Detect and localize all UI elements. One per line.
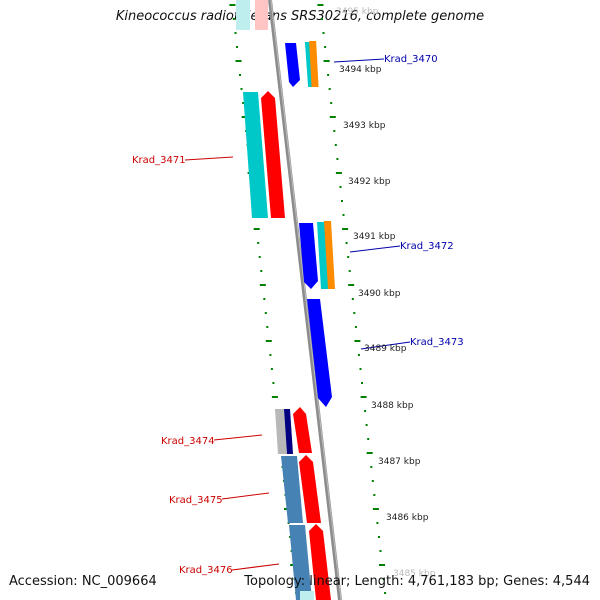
tick-3489: 3489 kbp (364, 344, 407, 354)
tick-3486: 3486 kbp (386, 513, 429, 523)
tick-3485: 3485 kbp (393, 569, 436, 579)
connector-krad-3472 (349, 245, 401, 253)
label-krad-3470[interactable]: Krad_3470 (384, 54, 438, 65)
tick-3493: 3493 kbp (343, 121, 386, 131)
gene-krad-3473[interactable] (307, 299, 332, 407)
connector-krad-3475 (221, 492, 270, 500)
topology-summary-text: Topology: linear; Length: 4,761,183 bp; … (244, 574, 590, 589)
accession-text: Accession: NC_009664 (9, 574, 157, 589)
label-krad-3475[interactable]: Krad_3475 (169, 495, 223, 506)
genome-title: Kineococcus radiotolerans SRS30216, comp… (115, 9, 485, 24)
tick-3495: 3495 kbp (336, 7, 379, 17)
tick-3494: 3494 kbp (339, 65, 382, 75)
gene-krad-3474[interactable] (275, 407, 312, 454)
label-krad-3471[interactable]: Krad_3471 (132, 155, 186, 166)
gene-krad-3472[interactable] (299, 221, 335, 289)
label-krad-3472[interactable]: Krad_3472 (400, 241, 454, 252)
right-dotted-outline (317, 4, 387, 594)
connector-krad-3470 (333, 58, 385, 63)
tick-3487: 3487 kbp (378, 457, 421, 467)
gene-krad-3471[interactable] (243, 91, 285, 218)
genome-ruler-line (268, 0, 342, 600)
gene-krad-3475[interactable] (281, 455, 321, 523)
tick-3491: 3491 kbp (353, 232, 396, 242)
label-krad-3473[interactable]: Krad_3473 (410, 337, 464, 348)
tick-3492: 3492 kbp (348, 177, 391, 187)
label-krad-3474[interactable]: Krad_3474 (161, 436, 215, 447)
connector-krad-3476 (231, 563, 280, 571)
gene-block-top-red (255, 0, 268, 30)
gene-krad-3476[interactable] (289, 524, 331, 600)
connector-krad-3473 (360, 341, 411, 350)
label-krad-3476[interactable]: Krad_3476 (179, 565, 233, 576)
tick-3488: 3488 kbp (371, 401, 414, 411)
connector-krad-3474 (213, 434, 263, 441)
connector-krad-3471 (184, 156, 234, 161)
gene-krad-3470[interactable] (285, 41, 319, 87)
gene-block-top-teal (236, 0, 250, 30)
tick-3490: 3490 kbp (358, 289, 401, 299)
gene-block-bottom-teal (300, 591, 314, 600)
genome-ruler-line-highlight (270, 0, 342, 600)
